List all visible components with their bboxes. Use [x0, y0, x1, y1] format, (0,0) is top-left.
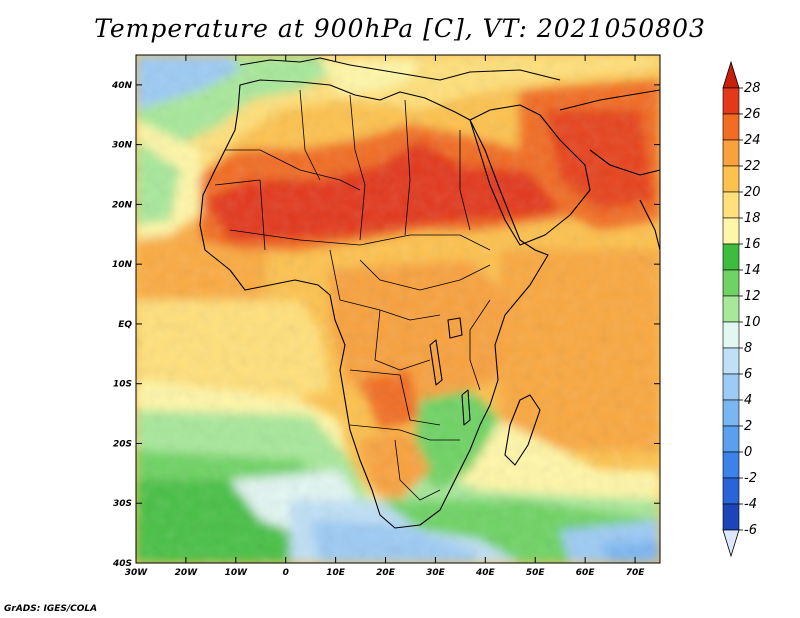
colorbar-box [722, 269, 740, 297]
lat-tick-label: 10S [113, 380, 132, 390]
colorbar-box [722, 87, 740, 115]
colorbar-box [722, 139, 740, 167]
colorbar-label: 12 [744, 289, 761, 304]
lat-tick-label: 10N [112, 260, 133, 270]
colorbar-label: 28 [744, 81, 761, 96]
colorbar-label: 20 [744, 185, 761, 200]
lon-tick-label: 0 [283, 568, 289, 578]
plot-frame [135, 54, 661, 564]
lon-tick-label: 40E [475, 568, 496, 578]
colorbar-box [722, 295, 740, 323]
colorbar-label: 4 [744, 393, 752, 408]
colorbar-box [722, 477, 740, 505]
coastlines [199, 57, 660, 529]
colorbar-box [722, 243, 740, 271]
lat-tick-label: 40S [112, 559, 132, 569]
colorbar-label: 16 [744, 237, 761, 252]
colorbar-box [722, 113, 740, 141]
lon-tick-label: 10E [326, 568, 346, 578]
latitude-ticks: 40N 30N 20N 10N EQ 10S 20S 30S 40S [111, 81, 660, 569]
lon-tick-label: 20E [376, 568, 396, 578]
colorbar-box [722, 399, 740, 427]
lon-tick-label: 70E [626, 568, 646, 578]
colorbar-label: 6 [744, 367, 752, 382]
lon-tick-label: 20W [175, 568, 199, 578]
grads-credit: GrADS: IGES/COLA [4, 604, 98, 614]
lon-tick-label: 60E [576, 568, 596, 578]
colorbar-label: 8 [744, 341, 752, 356]
colorbar-label: 0 [744, 445, 752, 460]
colorbar-label: -6 [744, 523, 757, 538]
colorbar-label: 10 [744, 315, 761, 330]
colorbar-label: 14 [744, 263, 761, 278]
colorbar-box [722, 503, 740, 531]
lon-tick-label: 30W [125, 568, 149, 578]
colorbar-label: 24 [744, 133, 761, 148]
colorbar-box [722, 451, 740, 479]
temperature-field [136, 55, 660, 563]
lat-tick-label: 40N [111, 81, 133, 91]
lon-tick-label: 30E [426, 568, 446, 578]
colorbar-box [722, 373, 740, 401]
lat-tick-label: 20N [112, 200, 133, 210]
lat-tick-label: 30N [112, 141, 133, 151]
lon-tick-label: 10W [225, 568, 249, 578]
colorbar-label: 2 [744, 419, 752, 434]
map-title: Temperature at 900hPa [C], VT: 202105080… [94, 14, 706, 43]
colorbar-box [722, 321, 740, 349]
lon-tick-label: 50E [526, 568, 546, 578]
colorbar-box [722, 217, 740, 245]
longitude-ticks: 30W 20W 10W 0 10E 20E 30E 40E 50E 60E 70E [125, 55, 645, 578]
colorbar-label: -4 [744, 497, 757, 512]
colorbar-box [722, 165, 740, 193]
colorbar-label: 18 [744, 211, 761, 226]
lat-tick-label: 30S [113, 499, 132, 509]
colorbar-under-triangle [722, 529, 740, 558]
colorbar-label: 26 [744, 107, 761, 122]
colorbar-over-triangle [722, 60, 740, 89]
colorbar-label: -2 [744, 471, 757, 486]
colorbar-box [722, 347, 740, 375]
colorbar-label: 22 [744, 159, 761, 174]
colorbar-box [722, 191, 740, 219]
lat-tick-label: EQ [118, 320, 132, 330]
colorbar-box [722, 425, 740, 453]
lat-tick-label: 20S [113, 439, 132, 449]
